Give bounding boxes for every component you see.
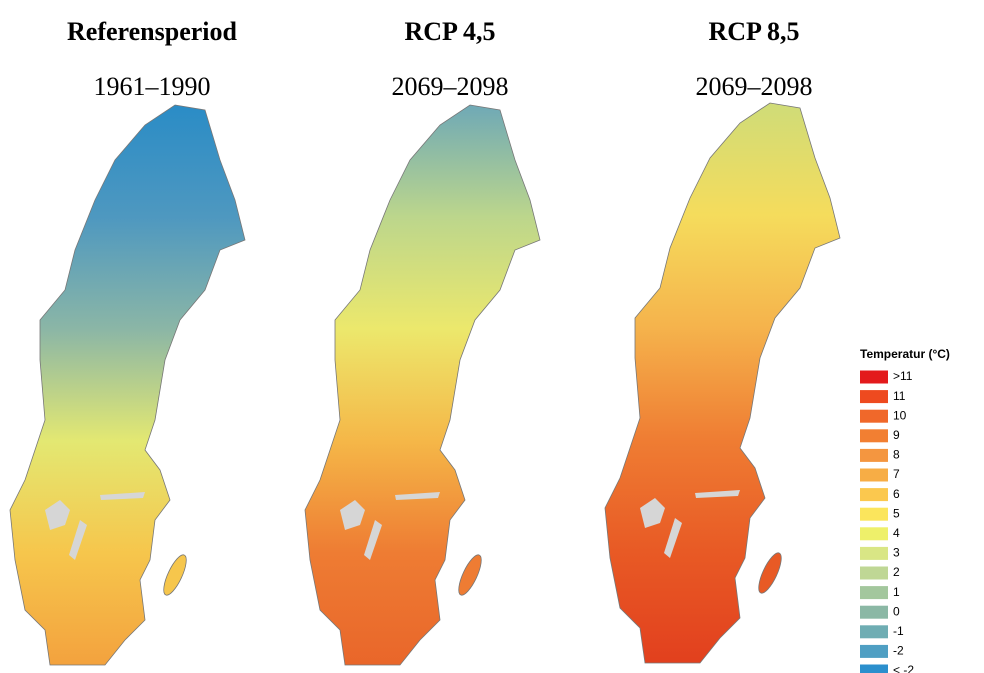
legend-label: 3 (893, 546, 900, 560)
country-map (10, 105, 245, 665)
legend-swatch (860, 586, 888, 599)
country-shape (10, 105, 245, 665)
legend-label: 0 (893, 604, 900, 618)
legend-label: 6 (893, 487, 900, 501)
panel-period: 1961–1990 (94, 72, 211, 101)
country-shape (305, 105, 540, 665)
panel-period: 2069–2098 (392, 72, 509, 101)
legend-swatch (860, 449, 888, 462)
country-map (605, 103, 840, 663)
panel-title: RCP 4,5 (405, 17, 496, 46)
legend-swatch (860, 527, 888, 540)
legend-label: 11 (893, 389, 906, 403)
legend-swatch (860, 508, 888, 521)
island (754, 550, 785, 596)
panel-title: RCP 8,5 (709, 17, 800, 46)
legend-swatch (860, 567, 888, 580)
legend-swatch (860, 410, 888, 423)
panel-title: Referensperiod (67, 17, 237, 46)
legend-label: 2 (893, 565, 900, 579)
legend-label: < -2 (893, 663, 914, 673)
legend-swatch (860, 625, 888, 638)
legend-label: 5 (893, 506, 900, 520)
legend-swatch (860, 488, 888, 501)
panel-period: 2069–2098 (696, 72, 813, 101)
legend-label: 8 (893, 448, 900, 462)
legend-swatch (860, 665, 888, 673)
map-figure: Referensperiod 1961–1990 RCP 4,5 2069–2098 R… (0, 0, 984, 673)
legend-label: 7 (893, 467, 900, 481)
legend-label: 4 (893, 526, 900, 540)
legend-swatch (860, 390, 888, 403)
legend-swatch (860, 547, 888, 560)
legend-label: -2 (893, 644, 904, 658)
legend-label: -1 (893, 624, 904, 638)
country-shape (605, 103, 840, 663)
legend-swatch (860, 469, 888, 482)
legend-title: Temperatur (°C) (860, 347, 950, 361)
country-map (305, 105, 540, 665)
legend-label: 1 (893, 585, 900, 599)
legend-swatch (860, 645, 888, 658)
legend-label: 10 (893, 408, 907, 422)
island (454, 552, 485, 598)
island (159, 552, 190, 598)
legend-swatch (860, 371, 888, 384)
legend-label: >11 (893, 369, 913, 383)
legend-swatch (860, 429, 888, 442)
legend-swatch (860, 606, 888, 619)
legend-label: 9 (893, 428, 900, 442)
